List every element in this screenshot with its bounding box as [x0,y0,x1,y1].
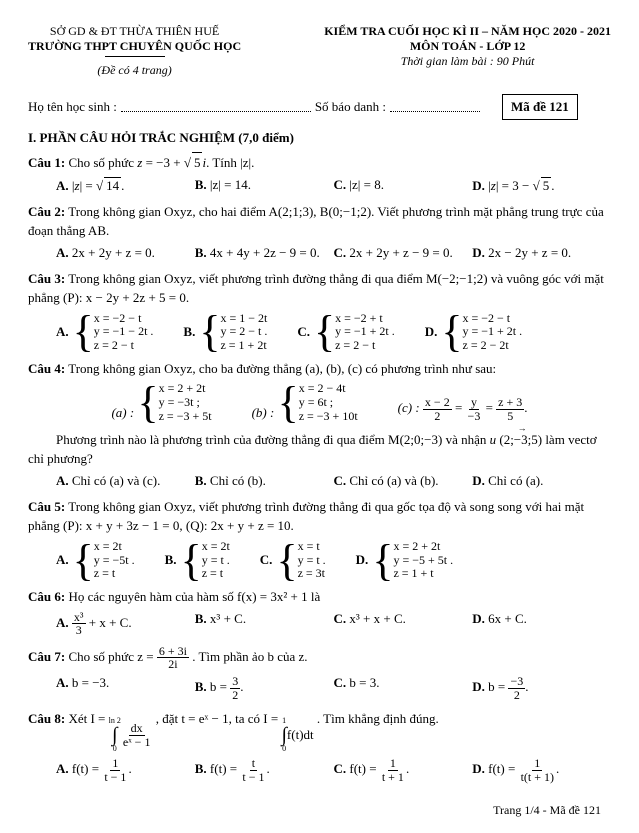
q4-answers: A. Chỉ có (a) và (c). B. Chỉ có (b). C. … [28,473,611,489]
sbd-label: Số báo danh : [315,99,386,115]
divider [105,56,165,57]
header-left: SỞ GD & ĐT THỪA THIÊN HUẾ TRƯỜNG THPT CH… [28,24,241,78]
q4-abc: (a) : { x = 2 + 2ty = −3t ;z = −3 + 5t (… [28,382,611,423]
exam-title: KIỂM TRA CUỐI HỌC KÌ II – NĂM HỌC 2020 -… [324,24,611,39]
question-2: Câu 2: Trong không gian Oxyz, cho hai đi… [28,202,611,241]
name-field [121,102,311,112]
footer: Trang 1/4 - Mã đề 121 [28,803,611,818]
question-7: Câu 7: Cho số phức z = 6 + 3i2i . Tìm ph… [28,645,611,671]
page-count: (Đề có 4 trang) [28,63,241,78]
student-info-row: Họ tên học sinh : Số báo danh : Mã đề 12… [28,94,611,120]
q2-answers: A. 2x + 2y + z = 0. B. 4x + 4y + 2z − 9 … [28,245,611,261]
q5-systems: A. { x = 2ty = −5t .z = t B. { x = 2ty =… [28,540,611,581]
duration-line: Thời gian làm bài : 90 Phút [324,54,611,69]
header: SỞ GD & ĐT THỪA THIÊN HUẾ TRƯỜNG THPT CH… [28,24,611,78]
school-line: TRƯỜNG THPT CHUYÊN QUỐC HỌC [28,39,241,54]
question-1: Câu 1: Cho số phức z = −3 + 5i. Tính |z|… [28,152,611,173]
q4-text2: Phương trình nào là phương trình của đườ… [28,430,611,469]
header-right: KIỂM TRA CUỐI HỌC KÌ II – NĂM HỌC 2020 -… [324,24,611,78]
q8-answers: A. f(t) = 1t − 1. B. f(t) = tt − 1. C. f… [28,757,611,783]
exam-page: SỞ GD & ĐT THỪA THIÊN HUẾ TRƯỜNG THPT CH… [0,0,639,828]
q7-answers: A. b = −3. B. b = 32. C. b = 3. D. b = −… [28,675,611,701]
question-6: Câu 6: Họ các nguyên hàm của hàm số f(x)… [28,587,611,607]
name-label: Họ tên học sinh : [28,99,117,115]
subject-line: MÔN TOÁN - LỚP 12 [324,39,611,54]
q1-answers: A. |z| = 14. B. |z| = 14. C. |z| = 8. D.… [28,177,611,194]
exam-code: Mã đề 121 [502,94,578,120]
section-heading: I. PHẦN CÂU HỎI TRẮC NGHIỆM (7,0 điểm) [28,130,611,146]
dept-line: SỞ GD & ĐT THỪA THIÊN HUẾ [28,24,241,39]
question-5: Câu 5: Trong không gian Oxyz, viết phươn… [28,497,611,536]
sbd-field [390,102,480,112]
question-3: Câu 3: Trong không gian Oxyz, viết phươn… [28,269,611,308]
question-4: Câu 4: Trong không gian Oxyz, cho ba đườ… [28,359,611,379]
question-8: Câu 8: Xét I = ln 2∫0 dxeˣ − 1 , đặt t =… [28,709,611,753]
q3-systems: A. { x = −2 − ty = −1 − 2t .z = 2 − t B.… [28,312,611,353]
q6-answers: A. x³3 + x + C. B. x³ + C. C. x³ + x + C… [28,611,611,637]
